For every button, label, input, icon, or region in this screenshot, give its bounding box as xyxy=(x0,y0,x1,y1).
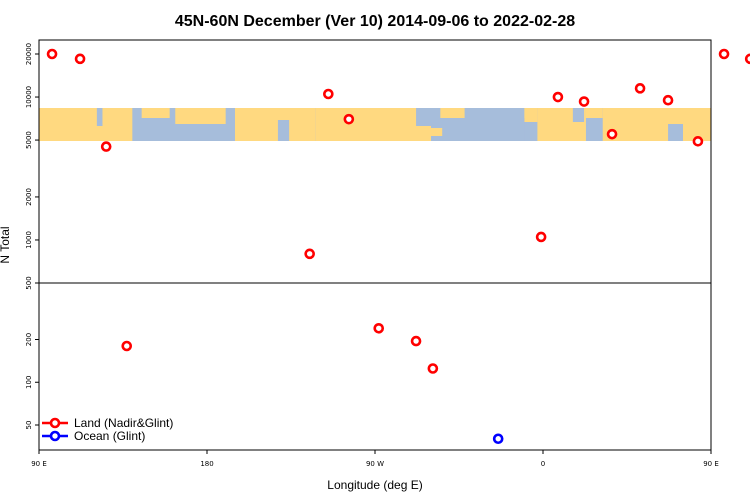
map-water-1 xyxy=(277,120,290,141)
point-land-3 xyxy=(121,340,133,352)
map-water-0 xyxy=(96,108,103,126)
point-land-1 xyxy=(74,53,86,65)
point-land-9 xyxy=(427,363,439,374)
map-band xyxy=(39,108,711,141)
map-water-4 xyxy=(572,108,585,122)
chart-title: 45N-60N December (Ver 10) 2014-09-06 to … xyxy=(175,13,575,30)
y-tick-lower-50: 50 xyxy=(25,421,33,430)
y-axis-label: N Total xyxy=(0,226,12,263)
map-water-3 xyxy=(503,118,525,141)
point-land-14 xyxy=(634,83,646,94)
axes: 500 1000 2000 5000 10000 20000 50 100 200 90 E 180… xyxy=(25,39,719,468)
legend-label-0: Land (Nadir&Glint) xyxy=(74,416,173,430)
map-land-7 xyxy=(524,108,538,122)
map-water-2 xyxy=(416,108,435,126)
y-tick-upper-10000: 10000 xyxy=(25,86,33,108)
y-tick-lower-200: 200 xyxy=(25,333,33,346)
legend-label-1: Ocean (Glint) xyxy=(74,429,145,443)
point-land-11 xyxy=(552,91,564,103)
point-land-7 xyxy=(373,322,385,334)
x-tick-1: 180 xyxy=(200,460,213,468)
y-tick-upper-20000: 20000 xyxy=(25,43,33,65)
map-land-4 xyxy=(315,108,431,141)
legend-marker-0 xyxy=(49,417,61,429)
map-land-5 xyxy=(431,128,443,136)
point-land-2 xyxy=(100,141,112,152)
x-axis-label: Longitude (deg E) xyxy=(327,478,422,492)
map-land-1 xyxy=(141,108,170,118)
point-land-12 xyxy=(578,96,590,107)
point-land-10 xyxy=(535,231,547,243)
y-tick-lower-100: 100 xyxy=(25,376,33,389)
x-tick-2: 90 W xyxy=(366,460,384,468)
map-land-2 xyxy=(175,108,226,124)
point-land-13 xyxy=(606,128,618,140)
map-land-9 xyxy=(585,108,603,118)
x-tick-3: 0 xyxy=(541,460,545,468)
plot-frame xyxy=(38,39,712,451)
legend-marker-1 xyxy=(49,430,61,442)
point-land-16 xyxy=(692,136,704,147)
x-tick-4: 90 E xyxy=(703,460,719,468)
point-ocean-0 xyxy=(492,433,504,445)
point-land-8 xyxy=(410,335,422,347)
point-land-6 xyxy=(343,113,355,125)
map-land-0 xyxy=(39,108,133,141)
map-land-10 xyxy=(602,108,711,141)
map-land-3 xyxy=(235,108,316,141)
x-tick-0: 90 E xyxy=(31,460,47,468)
y-tick-upper-500: 500 xyxy=(25,276,33,289)
map-land-6 xyxy=(440,108,465,118)
y-tick-upper-2000: 2000 xyxy=(25,188,33,206)
data-points xyxy=(46,48,750,445)
point-land-5 xyxy=(323,88,334,100)
point-land-17 xyxy=(718,48,730,60)
y-tick-upper-5000: 5000 xyxy=(25,131,33,149)
legend: Land (Nadir&Glint)Ocean (Glint) xyxy=(42,416,173,443)
map-water-5 xyxy=(668,124,683,141)
point-land-15 xyxy=(662,94,674,106)
y-tick-upper-1000: 1000 xyxy=(25,231,33,249)
point-land-4 xyxy=(304,248,315,260)
point-land-0 xyxy=(46,48,58,60)
point-land-18 xyxy=(744,53,750,65)
